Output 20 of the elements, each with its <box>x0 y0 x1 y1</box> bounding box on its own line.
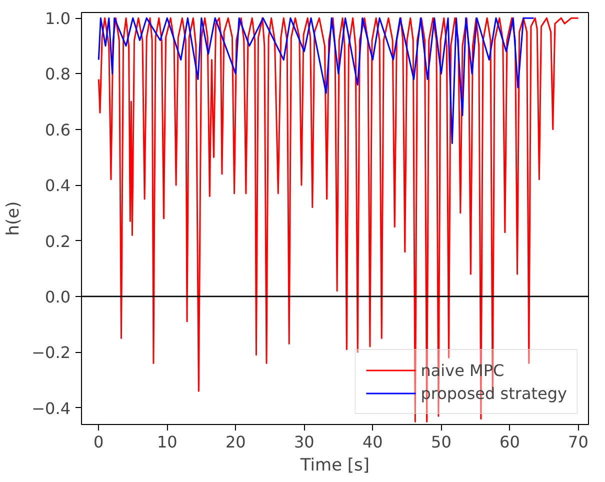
x-tick-label: 0 <box>94 432 104 452</box>
y-tick-label: 0.2 <box>45 232 71 251</box>
x-tick-label: 40 <box>362 432 383 452</box>
y-tick-label: 0.0 <box>45 287 71 306</box>
x-tick-label: 20 <box>225 432 246 452</box>
y-tick-label: 0.6 <box>45 120 71 140</box>
x-axis-title: Time [s] <box>299 456 370 476</box>
y-tick-label: −0.4 <box>32 398 71 418</box>
x-tick-label: 70 <box>568 432 588 452</box>
x-tick-label: 60 <box>500 432 520 452</box>
x-tick-label: 30 <box>294 432 314 452</box>
y-tick-label: 0.4 <box>45 176 71 196</box>
y-axis-title: h(e) <box>4 201 24 236</box>
y-tick-label: −0.2 <box>32 343 71 362</box>
x-tick-label: 10 <box>156 432 178 452</box>
x-tick-label: 50 <box>431 432 452 452</box>
line-series <box>98 17 534 144</box>
y-tick-label: 1.0 <box>45 9 71 28</box>
line-series <box>98 17 579 422</box>
y-tick-label: 0.8 <box>45 64 71 84</box>
